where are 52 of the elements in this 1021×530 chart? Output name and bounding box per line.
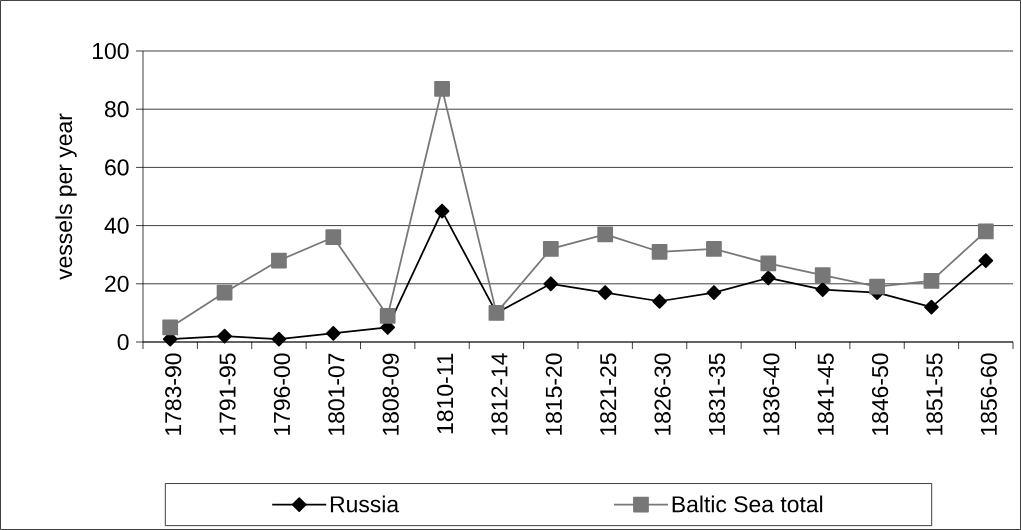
point [597,226,614,243]
legend-label: Baltic Sea total [672,495,823,513]
x-tick-label: 1815-20 [545,353,562,435]
point [924,299,939,315]
point [597,285,613,300]
y-tick-label: 60 [105,159,129,176]
point [325,229,342,246]
point [216,284,233,301]
x-tick-label: 1810-11 [436,353,454,434]
y-axis-title: vessels per year [55,113,77,280]
x-tick-label: 1851-55 [926,353,943,435]
x-tick-label: 1831-35 [708,353,726,435]
x-tick-label: 1841-45 [817,353,834,435]
y-tick-label: 100 [93,42,129,60]
x-tick-label: 1783-90 [165,353,182,435]
point [923,273,940,289]
point [434,203,450,219]
y-tick-label: 40 [104,217,129,234]
point [814,267,831,283]
point [271,331,287,347]
point [379,307,396,324]
point [271,252,287,269]
point [543,276,559,292]
point [706,285,722,300]
point [706,241,722,257]
y-tick-label: 80 [104,101,129,118]
point [652,293,667,309]
legend-label: Russia [330,495,400,513]
x-tick-label: 1856-60 [980,353,997,435]
point [760,270,776,286]
x-tick-label: 1801-07 [328,353,345,435]
point [217,328,232,344]
point [162,319,179,336]
point [760,255,777,272]
point [651,243,668,260]
point [977,223,994,240]
point [869,278,885,295]
x-tick-label: 1808-09 [382,353,399,435]
point [434,80,450,97]
x-tick-label: 1796-00 [273,353,291,435]
x-tick-label: 1846-50 [871,353,889,435]
x-tick-label: 1836-40 [763,353,780,435]
y-tick-label: 0 [117,333,129,351]
point [542,241,559,257]
x-tick-label: 1812-14 [491,353,508,435]
point [815,282,831,297]
point [978,253,994,268]
x-tick-label: 1826-30 [654,353,671,435]
point [325,325,341,341]
y-tick-label: 20 [105,275,129,292]
x-tick-label: 1791-95 [219,353,236,435]
x-tick-label: 1821-25 [600,353,617,435]
